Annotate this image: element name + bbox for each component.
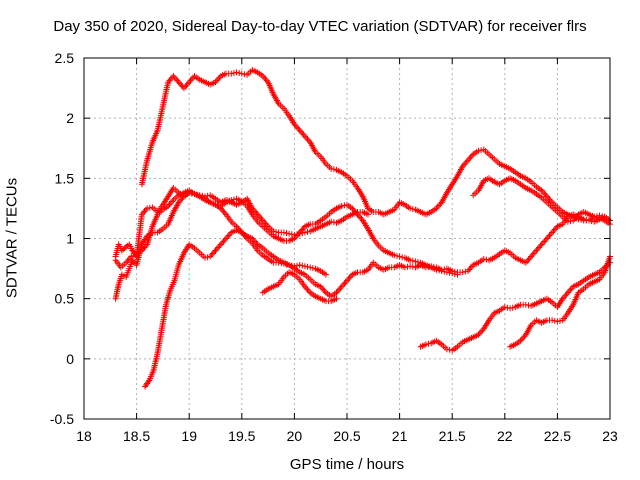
x-tick-label: 21.5 (439, 428, 466, 444)
series-markers (417, 259, 613, 354)
x-tick-label: 19.5 (228, 428, 255, 444)
y-axis-label: SDTVAR / TECUs (3, 177, 21, 299)
series-markers (138, 67, 613, 224)
series-markers (142, 211, 613, 390)
series-markers (507, 253, 613, 350)
x-tick-label: 19 (181, 428, 197, 444)
y-tick-label: 0.5 (55, 291, 75, 307)
series-sat-h (507, 253, 613, 350)
y-tick-label: 1.5 (55, 170, 75, 186)
x-tick-label: 20 (287, 428, 303, 444)
y-tick-label: 1 (66, 231, 74, 247)
series-markers (259, 269, 340, 305)
series-sat-g (417, 259, 613, 354)
series-sat-e (142, 211, 613, 390)
x-tick-label: 18.5 (123, 428, 150, 444)
y-tick-label: 2.5 (55, 50, 75, 66)
x-tick-label: 20.5 (333, 428, 360, 444)
y-tick-label: 0 (66, 351, 74, 367)
y-tick-label: 2 (66, 110, 74, 126)
series-sat-f (259, 269, 340, 305)
x-axis-label: GPS time / hours (289, 456, 405, 473)
x-tick-label: 21 (392, 428, 408, 444)
x-tick-label: 18 (76, 428, 92, 444)
data-marks (112, 67, 613, 390)
plot-frame (83, 57, 611, 420)
series-sat-i (470, 175, 613, 228)
x-tick-label: 23 (602, 428, 618, 444)
series-sat-a (138, 67, 613, 224)
x-tick-label: 22.5 (544, 428, 571, 444)
chart-title: Day 350 of 2020, Sidereal Day-to-day VTE… (53, 18, 587, 35)
series-markers (470, 175, 613, 228)
y-tick-label: -0.5 (50, 411, 74, 427)
axis-ticks: 18 18.5 19 19.5 20 20.5 21 21.5 22 22.5 23-0.500.5… (50, 50, 618, 444)
x-tick-label: 22 (497, 428, 513, 444)
